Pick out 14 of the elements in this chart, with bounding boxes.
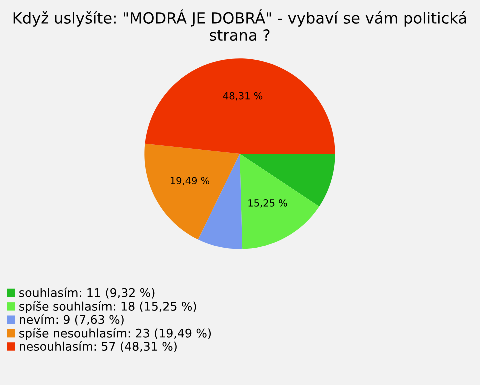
legend-label: spíše nesouhlasím: 23 (19,49 %) <box>20 328 212 340</box>
pie-slice <box>144 144 240 240</box>
pie-slice <box>198 154 243 250</box>
pie-slice <box>240 154 336 207</box>
legend-label: spíše souhlasím: 18 (15,25 %) <box>20 301 196 314</box>
chart-title: Když uslyšíte: "MODRÁ JE DOBRÁ" - vybaví se vám politická strana ? <box>14 10 466 42</box>
legend-label: souhlasím: 11 (9,32 %) <box>20 288 155 299</box>
legend-label: nevím: 9 (7,63 %) <box>20 314 124 326</box>
pie-slice <box>240 154 320 250</box>
legend-label: nesouhlasím: 57 (48,31 %) <box>20 341 177 352</box>
pie-slice <box>145 58 336 154</box>
data-label: 19,49 % <box>170 177 210 186</box>
data-label: 48,31 % <box>223 92 263 101</box>
data-label: 15,25 % <box>248 199 288 208</box>
